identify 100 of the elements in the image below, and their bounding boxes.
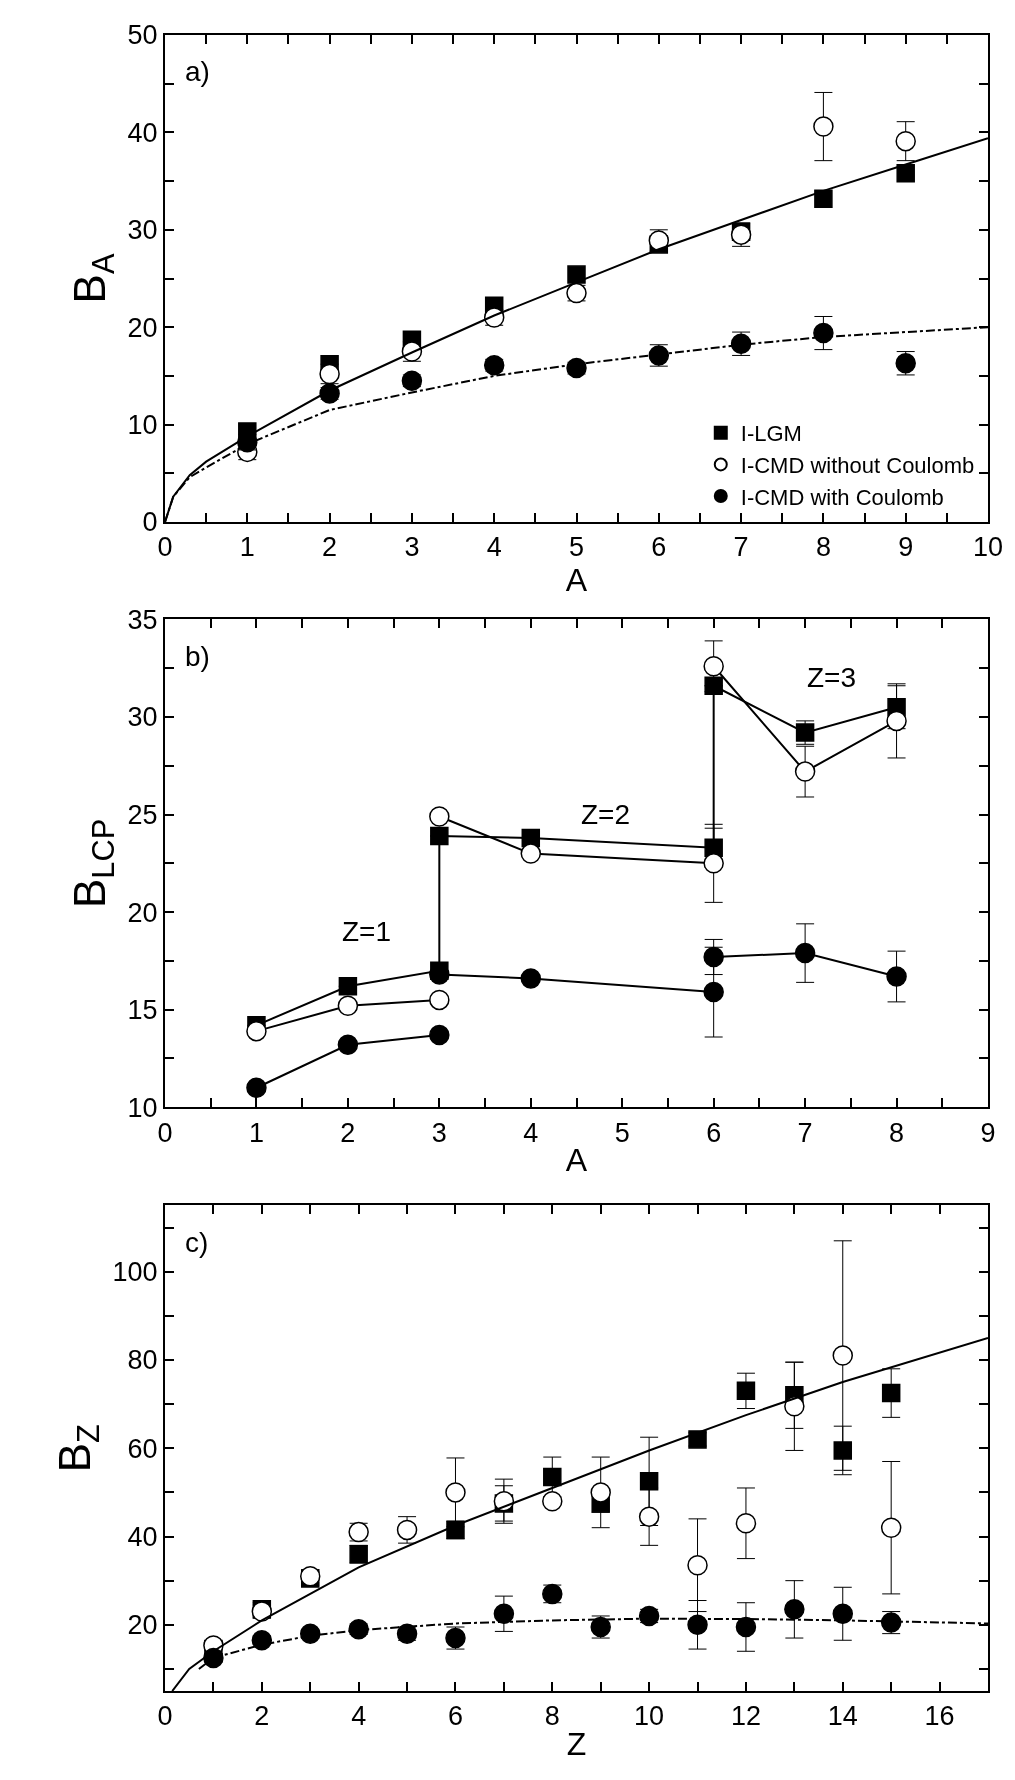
point (520, 843, 542, 864)
x-tick-label: 4 (351, 1701, 367, 1732)
point (703, 946, 724, 968)
point (833, 1441, 853, 1460)
y-tick-label: 25 (127, 800, 158, 830)
legend-label: I-CMD with Coulomb (740, 484, 944, 510)
y-tick-label: 50 (127, 20, 158, 51)
point (348, 1618, 369, 1640)
point (813, 116, 834, 137)
point (736, 1381, 756, 1401)
point (886, 966, 907, 987)
y-tick-label: 40 (127, 1521, 158, 1552)
point (338, 977, 358, 996)
point (832, 1345, 854, 1366)
point (300, 1623, 321, 1644)
x-tick-label: 5 (568, 532, 585, 563)
annotation: b) (185, 641, 210, 672)
point (429, 989, 450, 1011)
point (886, 710, 907, 732)
point (703, 981, 724, 1003)
x-tick-label: 4 (486, 532, 502, 563)
y-tick-label: 100 (112, 1257, 158, 1288)
y-tick-label: 15 (127, 995, 158, 1026)
x-tick-label: 10 (972, 532, 1004, 563)
point (735, 1513, 757, 1534)
annotation: Z=3 (807, 662, 857, 693)
x-tick-label: 9 (898, 532, 914, 563)
x-tick-label: 8 (544, 1701, 560, 1732)
point (794, 761, 816, 782)
x-tick-label: 1 (248, 1117, 264, 1148)
legend-label: I-LGM (740, 421, 802, 447)
y-tick-label: 20 (127, 897, 158, 928)
point (895, 130, 916, 152)
point (832, 1603, 854, 1624)
annotation: Z=1 (342, 916, 392, 947)
point (784, 1599, 805, 1620)
point (251, 1630, 273, 1651)
point (590, 1482, 611, 1503)
y-tick-label: 35 (127, 604, 158, 635)
x-tick-label: 2 (254, 1701, 270, 1732)
point (703, 853, 724, 874)
x-tick-label: 8 (889, 1117, 905, 1148)
point (542, 1490, 563, 1512)
x-tick-label: 10 (634, 1701, 665, 1732)
x-axis-title: A (565, 1142, 588, 1179)
y-tick-label: 0 (142, 507, 158, 538)
x-axis-title: A (565, 562, 588, 599)
y-tick-label: 10 (127, 1092, 158, 1123)
x-tick-label: 8 (815, 532, 831, 563)
y-tick-label: 10 (127, 410, 158, 441)
x-tick-label: 3 (404, 532, 420, 563)
point (687, 1614, 708, 1636)
point (704, 676, 723, 696)
point (493, 1603, 515, 1624)
point (246, 1077, 267, 1098)
point (880, 1517, 902, 1538)
point (543, 1467, 562, 1487)
y-tick-label: 30 (127, 702, 158, 733)
x-axis-title: Z (566, 1725, 587, 1762)
y-tick-label: 20 (127, 1610, 158, 1641)
x-tick-label: 6 (651, 532, 667, 563)
point (337, 995, 359, 1017)
y-tick-label: 60 (127, 1433, 158, 1464)
point (703, 655, 724, 677)
x-tick-label: 7 (733, 532, 749, 563)
annotation: Z=2 (581, 799, 631, 830)
x-tick-label: 12 (730, 1701, 761, 1732)
y-tick-label: 30 (127, 215, 158, 246)
annotation: c) (185, 1227, 209, 1258)
point (246, 1020, 267, 1042)
x-tick-label: 5 (614, 1117, 630, 1148)
point (813, 322, 834, 344)
x-tick-label: 2 (322, 532, 338, 563)
x-tick-label: 6 (447, 1701, 463, 1732)
point (638, 1506, 660, 1527)
point (735, 1616, 757, 1638)
point (814, 189, 833, 208)
point (896, 164, 915, 183)
legend-label: I-CMD without Coulomb (740, 452, 975, 478)
point (520, 968, 542, 989)
x-tick-label: 7 (797, 1117, 813, 1148)
y-tick-label: 80 (127, 1345, 158, 1376)
x-tick-label: 2 (340, 1117, 356, 1148)
y-tick-label: 40 (127, 117, 158, 148)
x-tick-label: 3 (431, 1117, 447, 1148)
point (784, 1396, 805, 1417)
point (881, 1383, 901, 1403)
y-tick-label: 20 (127, 312, 158, 343)
point (429, 1024, 450, 1046)
point (794, 942, 816, 964)
x-tick-label: 14 (827, 1701, 858, 1732)
x-tick-label: 9 (980, 1117, 996, 1148)
x-tick-label: 1 (239, 532, 255, 563)
annotation: a) (185, 56, 210, 87)
point (337, 1034, 359, 1056)
x-tick-label: 16 (924, 1701, 955, 1732)
point (430, 826, 449, 846)
x-tick-label: 6 (706, 1117, 722, 1148)
x-tick-label: 4 (523, 1117, 539, 1148)
point (445, 1482, 466, 1503)
